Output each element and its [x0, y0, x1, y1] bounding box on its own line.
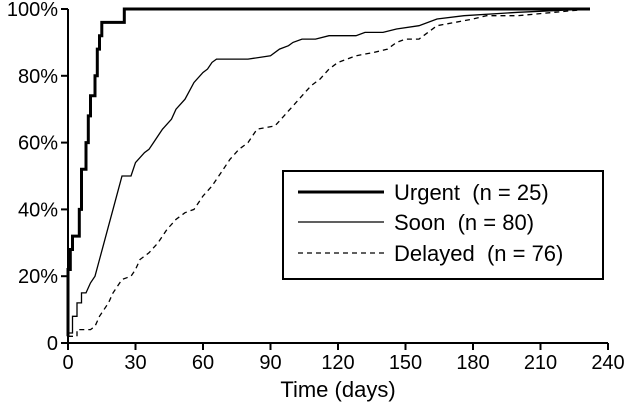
legend-label-delayed: Delayed (n = 76) [394, 241, 563, 266]
series-line-urgent [66, 7, 590, 337]
legend: Urgent (n = 25) Soon (n = 80) Delayed (n =… [282, 170, 604, 280]
x-tick-group: 0 30 60 90 120 150 180 210 240 [62, 343, 625, 374]
x-axis-title: Time (days) [280, 377, 395, 402]
y-tick-label: 80% [18, 66, 58, 88]
x-tick-label: 150 [389, 352, 422, 374]
legend-box [282, 170, 604, 280]
x-tick-label: 90 [259, 352, 281, 374]
x-tick-label: 0 [62, 352, 73, 374]
x-tick-label: 30 [124, 352, 146, 374]
x-tick-label: 120 [321, 352, 354, 374]
series-line-delayed [68, 8, 591, 337]
series-group [66, 7, 591, 337]
y-tick-label: 0 [47, 333, 58, 355]
y-tick-group: 0 20% 40% 60% 80% 100% [7, 0, 68, 355]
x-tick-label: 210 [524, 352, 557, 374]
y-tick-label: 100% [7, 0, 58, 21]
y-tick-label: 20% [18, 266, 58, 288]
y-tick-label: 40% [18, 199, 58, 221]
x-tick-label: 240 [591, 352, 624, 374]
y-tick-label: 60% [18, 133, 58, 155]
series-line-soon [68, 8, 591, 334]
legend-label-soon: Soon (n = 80) [394, 210, 534, 235]
x-tick-label: 180 [456, 352, 489, 374]
x-tick-label: 60 [192, 352, 214, 374]
legend-label-urgent: Urgent (n = 25) [394, 180, 549, 205]
